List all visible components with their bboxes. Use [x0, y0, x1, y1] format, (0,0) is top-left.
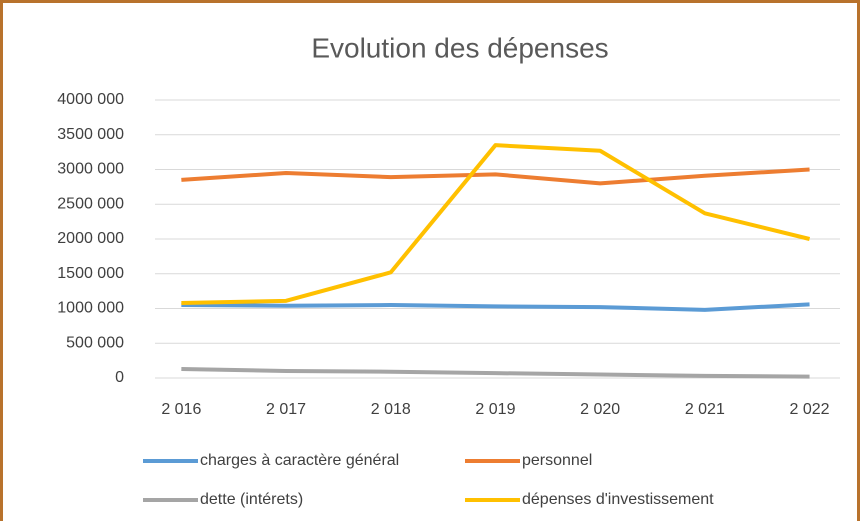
y-tick-label: 500 000	[66, 334, 124, 351]
y-tick-label: 2500 000	[57, 195, 124, 212]
x-tick-label: 2 022	[790, 401, 830, 418]
legend-label: personnel	[522, 452, 592, 469]
y-tick-label: 0	[115, 369, 124, 386]
x-tick-label: 2 019	[475, 401, 515, 418]
y-tick-label: 3500 000	[57, 126, 124, 143]
legend-label: dépenses d'investissement	[522, 491, 714, 508]
legend-label: dette (intérets)	[200, 491, 303, 508]
series-line	[181, 167, 810, 186]
y-tick-label: 4000 000	[57, 91, 124, 108]
chart-title: Evolution des dépenses	[311, 32, 608, 63]
series-line	[181, 302, 810, 312]
x-tick-label: 2 021	[685, 401, 725, 418]
x-tick-label: 2 017	[266, 401, 306, 418]
x-tick-label: 2 020	[580, 401, 620, 418]
x-tick-label: 2 016	[161, 401, 201, 418]
legend-label: charges à caractère général	[200, 452, 399, 469]
x-tick-label: 2 018	[371, 401, 411, 418]
series-line	[181, 143, 811, 305]
y-tick-label: 3000 000	[57, 161, 124, 178]
y-tick-label: 1500 000	[57, 265, 124, 282]
series-line	[181, 366, 810, 379]
y-tick-label: 2000 000	[57, 230, 124, 247]
y-tick-label: 1000 000	[57, 300, 124, 317]
